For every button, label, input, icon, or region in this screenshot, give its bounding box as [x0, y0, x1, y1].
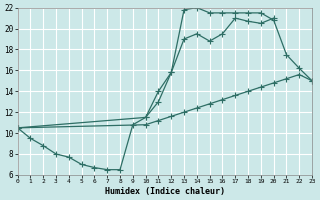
X-axis label: Humidex (Indice chaleur): Humidex (Indice chaleur): [105, 187, 225, 196]
